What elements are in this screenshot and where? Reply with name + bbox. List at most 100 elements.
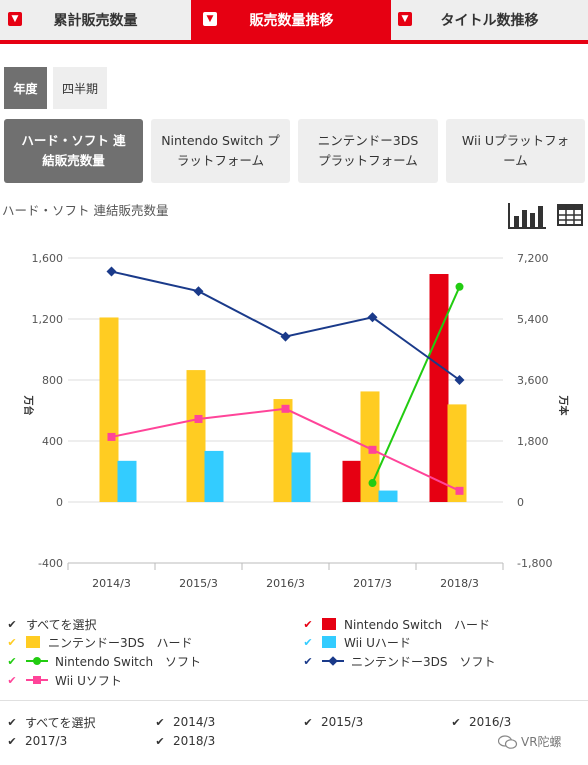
- check-icon: ✔: [303, 635, 313, 649]
- wechat-icon: [498, 734, 518, 749]
- check-icon: ✔: [7, 715, 17, 729]
- legend-line-marker: [322, 655, 344, 667]
- data-point: [106, 266, 117, 277]
- watermark: VR陀螺: [498, 733, 562, 750]
- legend-label: すべてを選択: [26, 617, 97, 632]
- legend-select-all[interactable]: ✔ すべてを選択: [6, 616, 96, 632]
- bar: [273, 399, 293, 502]
- check-icon: ✔: [7, 635, 17, 649]
- top-tab-bar: ▼ 累計販売数量 ▼ 販売数量推移 ▼ タイトル数推移: [0, 0, 588, 44]
- category-3ds-button[interactable]: ニンテンドー3DS プラットフォーム: [298, 119, 438, 183]
- legend-label: ニンテンドー3DS ハード: [48, 635, 193, 650]
- year-label: 2014/3: [173, 715, 216, 729]
- legend-switch-soft[interactable]: ✔ Nintendo Switch ソフト: [6, 653, 201, 669]
- legend-line-marker: [26, 674, 48, 686]
- legend-3ds-hard[interactable]: ✔ ニンテンドー3DS ハード: [6, 634, 193, 650]
- year-filter-item[interactable]: ✔ 2017/3: [6, 733, 67, 749]
- category-hard-soft-button[interactable]: ハード・ソフト 連 結販売数量: [4, 119, 143, 183]
- chevron-down-icon: ▼: [398, 12, 412, 26]
- year-label: 2016/3: [469, 715, 512, 729]
- bar-chart-icon[interactable]: [507, 200, 547, 234]
- category-switch-button[interactable]: Nintendo Switch プ ラットフォーム: [151, 119, 290, 183]
- data-point: [455, 486, 464, 495]
- tab-cumulative-sales[interactable]: ▼ 累計販売数量: [0, 0, 191, 40]
- legend-wiiu-hard[interactable]: ✔ Wii Uハード: [302, 634, 411, 650]
- data-point: [454, 375, 465, 385]
- chevron-down-icon: ▼: [8, 12, 22, 26]
- bar: [204, 450, 224, 502]
- category-label: ハード・ソフト 連 結販売数量: [21, 133, 126, 168]
- y-tick-label: 1,200: [32, 313, 64, 326]
- year-select-all[interactable]: ✔ すべてを選択: [6, 714, 95, 730]
- tab-label: タイトル数推移: [440, 13, 539, 29]
- legend-3ds-soft[interactable]: ✔ ニンテンドー3DS ソフト: [302, 653, 496, 669]
- legend-switch-hard[interactable]: ✔ Nintendo Switch ハード: [302, 616, 490, 632]
- year-filter-item[interactable]: ✔ 2016/3: [450, 714, 511, 730]
- period-label: 四半期: [61, 81, 98, 96]
- category-label: Wii Uプラットフォ ーム: [461, 133, 570, 168]
- data-point: [368, 445, 377, 454]
- y-tick-label: 0: [56, 496, 63, 509]
- legend-label: Nintendo Switch ハード: [344, 617, 491, 632]
- x-tick-label: 2017/3: [353, 577, 392, 590]
- year-label: 2018/3: [173, 734, 216, 748]
- legend-label: Wii Uソフト: [55, 673, 122, 688]
- bar: [447, 404, 467, 502]
- check-icon: ✔: [155, 734, 165, 748]
- y-tick-label: 400: [42, 435, 63, 448]
- bar: [342, 460, 362, 502]
- watermark-text: VR陀螺: [521, 735, 562, 749]
- category-wiiu-button[interactable]: Wii Uプラットフォ ーム: [446, 119, 585, 183]
- check-icon: ✔: [451, 715, 461, 729]
- legend-swatch: [26, 636, 40, 648]
- bar: [378, 490, 398, 502]
- y-tick-label: 800: [42, 374, 63, 387]
- data-point: [368, 479, 377, 488]
- chevron-down-icon: ▼: [203, 12, 217, 26]
- y2-tick-label: 0: [517, 496, 524, 509]
- check-icon: ✔: [303, 654, 313, 668]
- y2-tick-label: 7,200: [517, 252, 549, 265]
- tab-title-count-trend[interactable]: ▼ タイトル数推移: [391, 0, 588, 40]
- check-icon: ✔: [303, 715, 313, 729]
- series-line: [111, 270, 461, 381]
- chart-title: ハード・ソフト 連結販売数量: [2, 203, 169, 218]
- x-tick-label: 2016/3: [266, 577, 305, 590]
- legend-label: ニンテンドー3DS ソフト: [351, 654, 496, 669]
- year-label: すべてを選択: [25, 715, 96, 730]
- divider: [0, 700, 588, 701]
- y-tick-label: 1,600: [32, 252, 64, 265]
- bar: [99, 317, 119, 502]
- table-icon[interactable]: [557, 204, 583, 230]
- check-icon: ✔: [7, 654, 17, 668]
- tab-label: 累計販売数量: [53, 13, 138, 29]
- x-tick-label: 2014/3: [92, 577, 131, 590]
- data-point: [280, 331, 291, 342]
- data-point: [107, 432, 116, 441]
- tab-label: 販売数量推移: [249, 13, 334, 29]
- tab-sales-trend[interactable]: ▼ 販売数量推移: [197, 0, 386, 40]
- x-tick-label: 2015/3: [179, 577, 218, 590]
- year-filter-item[interactable]: ✔ 2014/3: [154, 714, 215, 730]
- year-label: 2017/3: [25, 734, 68, 748]
- check-icon: ✔: [7, 673, 17, 687]
- bar: [186, 370, 206, 502]
- period-yearly-button[interactable]: 年度: [4, 67, 47, 109]
- y2-tick-label: 1,800: [517, 435, 549, 448]
- period-quarterly-button[interactable]: 四半期: [53, 67, 107, 109]
- data-point: [194, 414, 203, 423]
- y-tick-label: -400: [38, 557, 63, 570]
- y2-tick-label: 3,600: [517, 374, 549, 387]
- legend-wiiu-soft[interactable]: ✔ Wii Uソフト: [6, 672, 122, 688]
- year-label: 2015/3: [321, 715, 364, 729]
- series-line: [371, 286, 461, 484]
- year-filter-item[interactable]: ✔ 2018/3: [154, 733, 215, 749]
- year-filter-item[interactable]: ✔ 2015/3: [302, 714, 363, 730]
- legend-label: Wii Uハード: [344, 635, 411, 650]
- data-point: [281, 404, 290, 413]
- legend-swatch: [322, 618, 336, 630]
- check-icon: ✔: [7, 617, 17, 631]
- y-axis-label: 万台: [22, 395, 35, 416]
- y2-tick-label: 5,400: [517, 313, 549, 326]
- check-icon: ✔: [7, 734, 17, 748]
